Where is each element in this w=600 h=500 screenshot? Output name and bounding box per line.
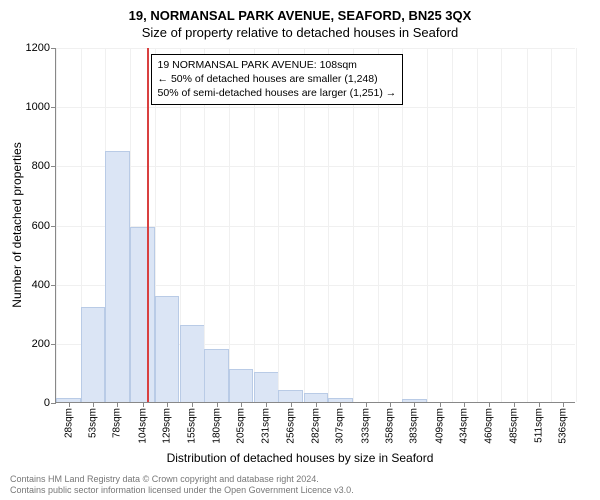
gridline-vertical — [477, 48, 478, 402]
gridline-vertical — [576, 48, 577, 402]
footer-attribution: Contains HM Land Registry data © Crown c… — [10, 474, 590, 497]
ytick-label: 1000 — [26, 101, 56, 113]
gridline-vertical — [56, 48, 57, 402]
gridline-vertical — [527, 48, 528, 402]
xtick-label: 511sqm — [533, 402, 544, 443]
gridline-vertical — [501, 48, 502, 402]
ytick-label: 1200 — [26, 42, 56, 54]
xtick-label: 155sqm — [187, 402, 198, 444]
chart-title-main: 19, NORMANSAL PARK AVENUE, SEAFORD, BN25… — [0, 0, 600, 23]
xtick-label: 333sqm — [360, 402, 371, 444]
histogram-bar — [278, 390, 303, 402]
ytick-label: 200 — [32, 338, 56, 350]
histogram-bar — [229, 369, 254, 402]
histogram-bar — [155, 296, 180, 403]
xtick-label: 205sqm — [236, 402, 247, 444]
histogram-bar — [105, 151, 130, 402]
histogram-bar — [204, 349, 229, 402]
xtick-label: 180sqm — [211, 402, 222, 444]
info-box-line: ← 50% of detached houses are smaller (1,… — [158, 72, 397, 86]
xtick-label: 53sqm — [88, 402, 99, 438]
plot-area: 02004006008001000120028sqm53sqm78sqm104s… — [55, 48, 575, 403]
y-axis-label: Number of detached properties — [10, 60, 24, 225]
info-box-line: 19 NORMANSAL PARK AVENUE: 108sqm — [158, 58, 397, 72]
property-info-box: 19 NORMANSAL PARK AVENUE: 108sqm← 50% of… — [151, 54, 404, 105]
xtick-label: 536sqm — [558, 402, 569, 444]
xtick-label: 383sqm — [409, 402, 420, 444]
xtick-label: 485sqm — [508, 402, 519, 444]
footer-line-2: Contains public sector information licen… — [10, 485, 590, 496]
footer-line-1: Contains HM Land Registry data © Crown c… — [10, 474, 590, 485]
ytick-label: 400 — [32, 279, 56, 291]
ytick-label: 600 — [32, 220, 56, 232]
xtick-label: 78sqm — [112, 402, 123, 438]
gridline-vertical — [551, 48, 552, 402]
ytick-label: 800 — [32, 160, 56, 172]
histogram-bar — [254, 372, 279, 402]
ytick-label: 0 — [44, 397, 56, 409]
gridline-vertical — [427, 48, 428, 402]
xtick-label: 129sqm — [162, 402, 173, 444]
xtick-label: 282sqm — [311, 402, 322, 444]
xtick-label: 358sqm — [385, 402, 396, 444]
xtick-label: 104sqm — [137, 402, 148, 444]
xtick-label: 28sqm — [63, 402, 74, 438]
info-box-line: 50% of semi-detached houses are larger (… — [158, 86, 397, 100]
histogram-bar — [180, 325, 205, 402]
xtick-label: 256sqm — [285, 402, 296, 444]
gridline-horizontal — [56, 166, 575, 167]
xtick-label: 307sqm — [335, 402, 346, 444]
x-axis-label: Distribution of detached houses by size … — [0, 451, 600, 465]
xtick-label: 434sqm — [459, 402, 470, 444]
histogram-chart: 02004006008001000120028sqm53sqm78sqm104s… — [55, 48, 575, 403]
histogram-bar — [304, 393, 329, 402]
gridline-horizontal — [56, 226, 575, 227]
xtick-label: 460sqm — [484, 402, 495, 444]
gridline-horizontal — [56, 107, 575, 108]
gridline-horizontal — [56, 48, 575, 49]
xtick-label: 409sqm — [434, 402, 445, 444]
gridline-vertical — [452, 48, 453, 402]
chart-title-sub: Size of property relative to detached ho… — [0, 23, 600, 40]
xtick-label: 231sqm — [261, 402, 272, 444]
histogram-bar — [130, 227, 155, 402]
property-marker-line — [147, 48, 149, 402]
histogram-bar — [81, 307, 106, 402]
